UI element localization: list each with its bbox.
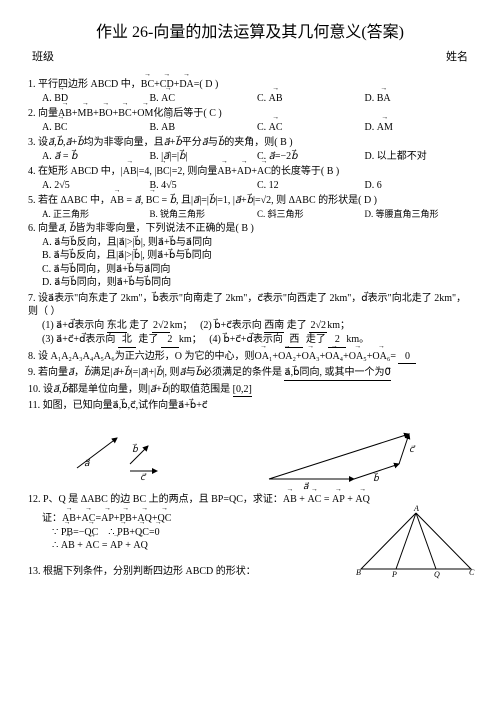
q5-optD: D. 等腰直角三角形	[365, 208, 473, 220]
q5: 5. 若在 ΔABC 中，AB = a⃗, BC = b⃗, 且|a⃗|=|b⃗…	[28, 194, 472, 220]
q1-optB: B. AC	[150, 92, 258, 106]
q4-opts: A. 2√5 B. 4√5 C. 12 D. 6	[42, 179, 472, 193]
q6-stem: 6. 向量a⃗, b⃗皆为非零向量，下列说法不正确的是( B )	[28, 223, 254, 234]
svg-text:A: A	[413, 504, 419, 513]
q7-stem: 7. 设a⃗表示"向东走了 2km"，b⃗表示"向南走了 2km"，c⃗表示"向…	[28, 292, 472, 319]
q6-lines: A. a⃗与b⃗反向，且|a⃗|>|b⃗|, 则a⃗+b⃗与a⃗同向 B. a⃗…	[42, 236, 472, 290]
q5-optA: A. 正三角形	[42, 208, 150, 220]
q5-stem: 5. 若在 ΔABC 中，AB = a⃗, BC = b⃗, 且|a⃗|=|b⃗…	[28, 195, 377, 206]
triangle-figure: A B P Q C	[356, 511, 476, 581]
q1: 1. 平行四边形 ABCD 中，BC+CD+DA=( D ) A. BD B. …	[28, 78, 472, 105]
svg-text:b⃗: b⃗	[373, 472, 380, 483]
q8-ans: 0	[398, 350, 416, 365]
q11-stem: 11. 如图，已知向量a⃗,b⃗,c⃗,试作向量a⃗+b⃗+c⃗	[28, 400, 207, 411]
q7-l3b: 走了	[136, 334, 161, 345]
page-title: 作业 26-向量的加法运算及其几何意义(答案)	[28, 22, 472, 44]
svg-text:C: C	[469, 568, 475, 577]
q7-l1b: 走了	[127, 320, 152, 331]
figure-row-11: a⃗ b⃗ c⃗ a⃗ b⃗ c⃗	[28, 419, 472, 489]
q8: 8. 设 A₁A₂A₃A₄A₅A₆为正六边形，O 为它的中心，则OA₁+OA₂+…	[28, 350, 472, 365]
q9-ans: a⃗,b⃗同向, 或其中一个为0⃗	[284, 366, 390, 381]
q2-optA: A. BC	[42, 121, 150, 135]
q8-stem: 8. 设 A₁A₂A₃A₄A₅A₆为正六边形，O 为它的中心，则OA₁+OA₂+…	[28, 351, 398, 362]
q7-l12: (1) a⃗+d⃗表示向 东北 走了 2√2km； (2) b⃗+c⃗表示向 西…	[42, 319, 472, 334]
q9: 9. 若向量a⃗，b⃗满足|a⃗+b⃗|=|a⃗|+|b⃗|, 则a⃗与b⃗必须…	[28, 366, 472, 381]
subhead: 班级 姓名	[28, 50, 472, 65]
q7-l3c: 2	[161, 333, 179, 348]
q7-l1v: 东北	[107, 319, 127, 334]
q2-opts: A. BC B. AB C. AC D. AM	[42, 121, 472, 135]
q4-optD: D. 6	[365, 179, 473, 193]
q12: 12. P、Q 是 ΔABC 的边 BC 上的两点，且 BP=QC，求证：AB …	[28, 493, 472, 553]
q7-l2a: (2) b⃗+c⃗表示向	[200, 320, 264, 331]
q12-stem: 12. P、Q 是 ΔABC 的边 BC 上的两点，且 BP=QC，求证：AB …	[28, 493, 472, 507]
svg-text:b⃗: b⃗	[132, 443, 139, 454]
q7-l3v: 北	[118, 333, 136, 348]
q3-optD: D. 以上都不对	[365, 150, 473, 164]
svg-text:P: P	[391, 570, 397, 579]
svg-text:c⃗: c⃗	[409, 444, 416, 454]
q5-opts: A. 正三角形 B. 锐角三角形 C. 斜三角形 D. 等腰直角三角形	[42, 208, 472, 220]
q2-optD: D. AM	[365, 121, 473, 135]
svg-text:c⃗: c⃗	[140, 472, 147, 482]
q10-ans: [0,2]	[233, 383, 252, 398]
name-label: 姓名	[446, 50, 468, 65]
svg-text:a⃗: a⃗	[84, 458, 91, 468]
q4: 4. 在矩形 ABCD 中，|AB|=4, |BC|=2, 则向量AB+AD+A…	[28, 165, 472, 192]
q9-stem: 9. 若向量a⃗，b⃗满足|a⃗+b⃗|=|a⃗|+|b⃗|, 则a⃗与b⃗必须…	[28, 367, 284, 378]
svg-text:Q: Q	[434, 570, 440, 579]
q6: 6. 向量a⃗, b⃗皆为非零向量，下列说法不正确的是( B ) A. a⃗与b…	[28, 222, 472, 290]
vectors-left-figure: a⃗ b⃗ c⃗	[72, 426, 172, 481]
q2: 2. 向量AB+MB+BO+BC+OM化简后等于( C ) A. BC B. A…	[28, 107, 472, 134]
q11: 11. 如图，已知向量a⃗,b⃗,c⃗,试作向量a⃗+b⃗+c⃗	[28, 399, 472, 413]
quadrilateral-figure: a⃗ b⃗ c⃗	[259, 419, 429, 489]
q7-l2b: 走了	[284, 320, 309, 331]
q4-optC: C. 12	[257, 179, 365, 193]
q2-optB: B. AB	[150, 121, 258, 135]
q7-l2c: 2√2	[309, 319, 327, 334]
q5-optB: B. 锐角三角形	[150, 208, 258, 220]
q4-stem: 4. 在矩形 ABCD 中，|AB|=4, |BC|=2, 则向量AB+AD+A…	[28, 166, 339, 177]
q7-l4a: (4) b⃗+c⃗+d⃗表示向	[209, 334, 285, 345]
q6-D: D. a⃗与b⃗同向，则a⃗+b⃗与b⃗同向	[42, 276, 472, 290]
q7-l3a: (3) a⃗+c⃗+d⃗表示向	[42, 334, 118, 345]
q7-l1a: (1) a⃗+d⃗表示向	[42, 320, 107, 331]
q3-optC: C. a⃗=−2b⃗	[257, 150, 365, 164]
q6-B: B. a⃗与b⃗反向，且|a⃗|>|b⃗|, 则a⃗+b⃗与b⃗同向	[42, 249, 472, 263]
q1-optC: C. AB	[257, 92, 365, 106]
q1-optD: D. BA	[365, 92, 473, 106]
q5-optC: C. 斜三角形	[257, 208, 365, 220]
q4-optB: B. 4√5	[150, 179, 258, 193]
svg-text:B: B	[356, 568, 361, 577]
q7-l2d: km；	[327, 320, 350, 331]
q10-stem: 10. 设a⃗,b⃗都是单位向量，则|a⃗+b⃗|的取值范围是	[28, 384, 233, 395]
q6-A: A. a⃗与b⃗反向，且|a⃗|>|b⃗|, 则a⃗+b⃗与a⃗同向	[42, 236, 472, 250]
q2-optC: C. AC	[257, 121, 365, 135]
q7-l1c: 2√2	[152, 319, 170, 334]
q7-l3d: km；	[179, 334, 202, 345]
q6-C: C. a⃗与b⃗同向，则a⃗+b⃗与a⃗同向	[42, 263, 472, 277]
q7-l2v: 西南	[264, 319, 284, 334]
class-label: 班级	[32, 50, 54, 65]
q7-l1d: km；	[170, 320, 193, 331]
q3-stem: 3. 设a⃗,b⃗,a⃗+b⃗均为非零向量，且a⃗+b⃗平分a⃗与b⃗的夹角，则…	[28, 137, 293, 148]
q7: 7. 设a⃗表示"向东走了 2km"，b⃗表示"向南走了 2km"，c⃗表示"向…	[28, 292, 472, 348]
problem-list: 1. 平行四边形 ABCD 中，BC+CD+DA=( D ) A. BD B. …	[28, 78, 472, 412]
q4-optA: A. 2√5	[42, 179, 150, 193]
q10: 10. 设a⃗,b⃗都是单位向量，则|a⃗+b⃗|的取值范围是 [0,2]	[28, 383, 472, 398]
